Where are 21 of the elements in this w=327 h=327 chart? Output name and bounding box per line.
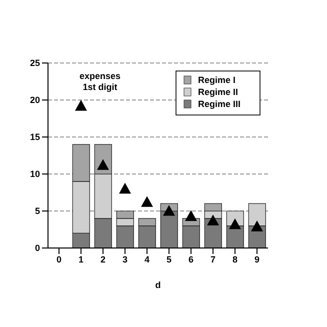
y-tick-label: 25 [30,58,40,68]
x-axis-title: d [155,280,161,290]
annotation: expenses 1st digit [79,71,121,92]
y-tick-label: 5 [34,206,40,216]
x-tick-label: 5 [166,254,172,264]
x-tick-label: 2 [100,254,106,264]
y-tick-label: 10 [30,169,40,180]
legend-label: Regime I [198,75,236,85]
x-tick-label: 3 [122,254,128,264]
y-tick-label: 0 [34,243,40,254]
legend-label: Regime II [198,87,238,97]
x-tick-label: 1 [78,254,84,264]
x-tick-label: 0 [56,254,62,264]
x-tick-label: 7 [210,254,216,264]
x-tick-label: 9 [254,254,260,264]
x-tick-label: 4 [144,254,150,264]
legend-label: Regime III [198,99,241,109]
y-tick-label: 20 [30,95,40,106]
x-tick-label: 8 [232,254,238,264]
y-tick-label: 15 [30,132,40,142]
x-tick-label: 6 [188,254,194,264]
